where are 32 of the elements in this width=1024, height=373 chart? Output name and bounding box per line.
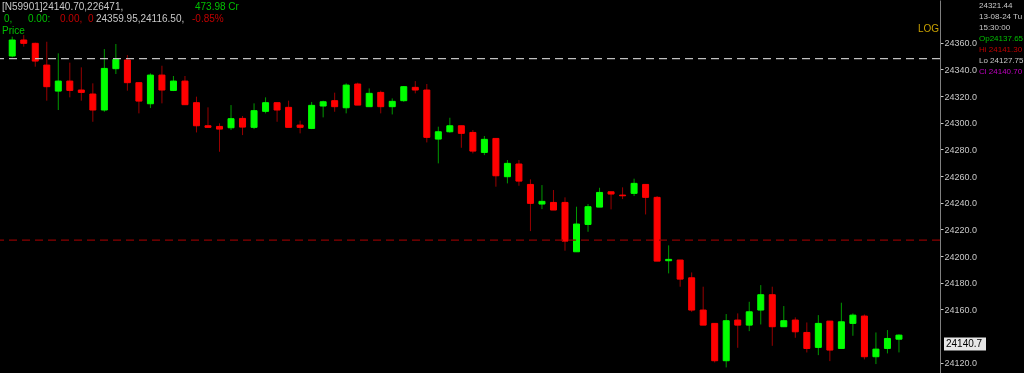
y-tick-label: 24260.0	[944, 171, 978, 182]
annotation: 24359.95,24116.50,	[96, 13, 185, 24]
annotation: 473.98 Cr	[195, 1, 240, 12]
y-tick-label: 24240.0	[944, 198, 978, 209]
annotation: -0.85%	[192, 13, 224, 24]
text: Op24137.65	[979, 34, 1024, 43]
candlestick	[607, 191, 615, 210]
y-tick-label: 24340.0	[944, 64, 978, 75]
text: Lo 24127.75	[979, 56, 1024, 65]
text: 24321.44	[979, 1, 1013, 10]
y-tick-label: 24120.0	[944, 358, 978, 369]
annotation: 0	[88, 13, 94, 24]
annotation: 0,	[4, 13, 13, 24]
y-tick-label: 24280.0	[944, 144, 978, 155]
candlestick	[296, 120, 304, 134]
y-tick-label: 24200.0	[944, 251, 978, 262]
annotation: Price	[2, 25, 26, 36]
text: 13-08-24 Tu	[979, 12, 1023, 21]
y-tick-label: 24160.0	[944, 304, 978, 315]
annotation: [N59901]24140.70,226471,	[2, 1, 124, 12]
y-tick-label: 24220.0	[944, 224, 978, 235]
annotation: 0.00:	[28, 13, 51, 24]
text: 24140.7	[946, 338, 983, 349]
y-tick-label: 24300.0	[944, 118, 978, 129]
y-tick-label: 24320.0	[944, 91, 978, 102]
y-tick-label: 24360.0	[944, 38, 978, 49]
text: Hi 24141.30	[979, 45, 1023, 54]
y-tick-label: 24180.0	[944, 278, 978, 289]
annotation: 0.00,	[60, 13, 83, 24]
text: LOG	[918, 23, 940, 34]
text: Cl 24140.70	[979, 67, 1023, 76]
text: 15:30:00	[979, 23, 1011, 32]
